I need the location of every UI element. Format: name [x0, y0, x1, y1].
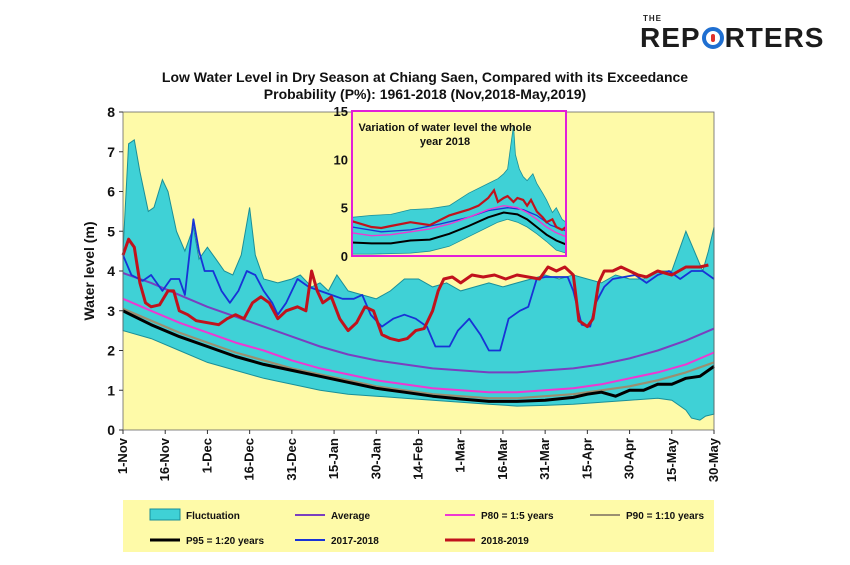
inset-fluctuation — [351, 125, 567, 255]
x-tick-label: 30-May — [706, 437, 721, 482]
y-tick-label: 4 — [107, 263, 115, 279]
series-p95-1-20-years — [122, 309, 715, 403]
inset-magenta-line — [351, 204, 567, 238]
x-tick-label: 16-Nov — [157, 437, 172, 481]
y-axis-label: Water level (m) — [81, 221, 97, 320]
x-tick-label: 1-Mar — [453, 438, 468, 473]
x-tick-label: 30-Apr — [622, 438, 637, 479]
inset-y-tick-label: 10 — [334, 152, 348, 167]
x-tick-label: 15-Jan — [326, 438, 341, 479]
x-tick-label: 16-Mar — [495, 438, 510, 480]
y-tick-label: 1 — [107, 382, 115, 398]
legend-label: P95 = 1:20 years — [186, 536, 265, 547]
x-tick-label: 15-Apr — [579, 438, 594, 479]
inset-black-line — [351, 211, 567, 246]
legend-label: 2017-2018 — [331, 536, 379, 547]
y-tick-label: 2 — [107, 343, 115, 359]
legend-label: P90 = 1:10 years — [626, 511, 705, 522]
series-average — [122, 272, 715, 374]
x-tick-label: 31-Mar — [537, 438, 552, 480]
x-tick-label: 15-May — [664, 437, 679, 482]
chart-title-line: Probability (P%): 1961-2018 (Nov,2018-Ma… — [264, 86, 586, 102]
inset-y-tick-label: 15 — [334, 104, 348, 119]
chart-title-line: Low Water Level in Dry Season at Chiang … — [162, 69, 688, 85]
inset-frame — [351, 110, 567, 257]
legend-label: P80 = 1:5 years — [481, 511, 554, 522]
y-tick-label: 6 — [107, 184, 115, 200]
x-tick-label: 1-Nov — [115, 437, 130, 474]
logo-wordmark: REP RTERS — [640, 22, 825, 53]
legend-swatch-fluctuation — [149, 508, 181, 521]
x-tick-label: 31-Dec — [284, 438, 299, 481]
series-2017-2018 — [122, 218, 715, 352]
inset-chart: 0 5 10 15 Variation of water level the whole… — [334, 104, 567, 264]
x-axis: 1-Nov 16-Nov 1-Dec 16-Dec 31-Dec 15-Jan 30-Jan… — [115, 430, 721, 482]
legend — [123, 500, 714, 552]
series-fluctuation — [122, 138, 715, 421]
series-2018-2019 — [121, 237, 709, 343]
x-tick-label: 1-Dec — [199, 438, 214, 473]
y-tick-label: 5 — [107, 223, 115, 239]
y-tick-label: 8 — [107, 104, 115, 120]
y-tick-label: 3 — [107, 303, 115, 319]
x-tick-label: 30-Jan — [368, 438, 383, 479]
inset-red-line — [351, 187, 567, 232]
legend-label: 2018-2019 — [481, 536, 529, 547]
chart-title: Low Water Level in Dry Season at Chiang … — [162, 69, 688, 102]
y-tick-label: 7 — [107, 144, 115, 160]
series-p80-1-5-years — [122, 297, 715, 394]
inset-blue-line — [351, 207, 567, 233]
inset-title-line: year 2018 — [420, 136, 470, 148]
plot-series — [121, 138, 715, 421]
series-p90-1-10-years — [122, 307, 715, 400]
x-tick-label: 14-Feb — [411, 438, 426, 480]
inset-title-line: Variation of water level the whole — [359, 122, 532, 134]
legend-entries: Fluctuation Average P80 = 1:5 years P90 = 1… — [149, 508, 705, 547]
y-tick-label: 0 — [107, 422, 115, 438]
legend-label: Fluctuation — [186, 511, 240, 522]
reporters-logo: THE REP RTERS — [640, 14, 840, 54]
logo-small-text: THE — [643, 14, 662, 23]
inset-y-tick-label: 0 — [341, 249, 348, 264]
aperture-o-icon — [701, 27, 724, 49]
inset-y-tick-label: 5 — [341, 201, 348, 216]
legend-label: Average — [331, 511, 371, 522]
y-axis: 0 1 2 3 4 5 6 7 8 — [107, 104, 123, 438]
x-tick-label: 16-Dec — [242, 438, 257, 481]
